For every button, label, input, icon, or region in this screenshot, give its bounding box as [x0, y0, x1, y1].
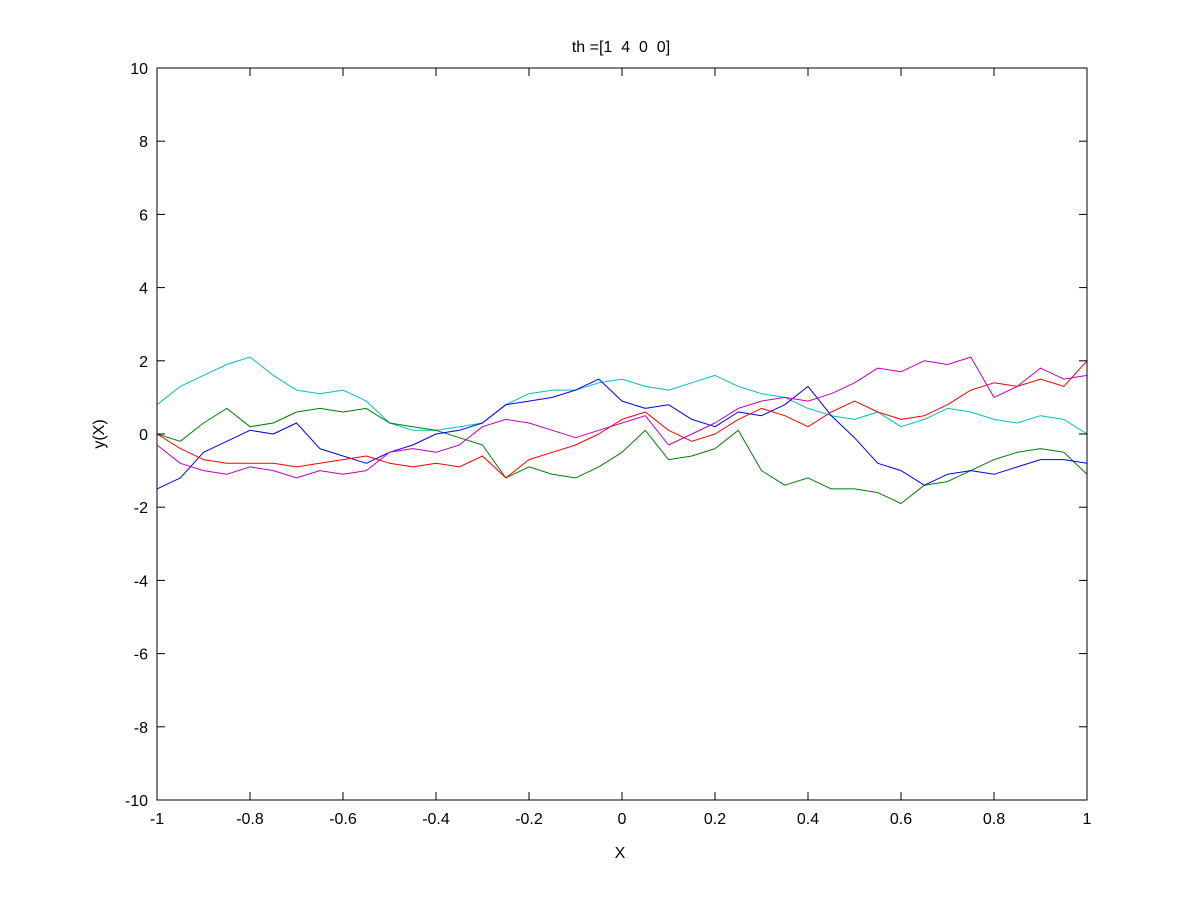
- y-tick-label: 4: [139, 281, 148, 298]
- y-tick-label: -4: [134, 573, 148, 590]
- chart-title: th =[1 4 0 0]: [572, 39, 670, 56]
- x-tick-label: 1: [1083, 811, 1092, 828]
- series-layer: [156, 356, 1088, 504]
- y-tick-label: 8: [139, 134, 148, 151]
- x-tick-label: 0.2: [704, 811, 726, 828]
- x-tick-label: -0.2: [515, 811, 543, 828]
- x-axis: -1 -0.8 -0.6 -0.4 -0.2 0 0.2 0.4 0.6 0.8 1: [150, 68, 1092, 828]
- series-line-5: [156, 356, 1088, 479]
- y-axis-label: y(X): [91, 419, 108, 448]
- y-axis: -10 -8 -6 -4 -2 0 2 4 6 8 10: [125, 61, 1087, 810]
- x-tick-label: -0.8: [236, 811, 264, 828]
- series-line-3: [156, 378, 1088, 490]
- y-tick-label: 6: [139, 207, 148, 224]
- series-line-1: [156, 356, 1088, 435]
- x-tick-label: -0.4: [422, 811, 450, 828]
- x-tick-label: 0.4: [797, 811, 819, 828]
- y-tick-label: -10: [125, 793, 148, 810]
- y-tick-label: 2: [139, 354, 148, 371]
- x-tick-label: -1: [150, 811, 164, 828]
- x-tick-label: 0.6: [890, 811, 912, 828]
- y-tick-label: 0: [139, 427, 148, 444]
- x-tick-label: 0.8: [983, 811, 1005, 828]
- x-tick-label: -0.6: [329, 811, 357, 828]
- y-tick-label: 10: [130, 61, 148, 78]
- series-line-4: [156, 360, 1088, 479]
- y-tick-label: -2: [134, 500, 148, 517]
- series-line-2: [156, 407, 1088, 504]
- x-axis-label: X: [615, 845, 626, 862]
- x-tick-label: 0: [618, 811, 627, 828]
- y-tick-label: -6: [134, 647, 148, 664]
- y-tick-label: -8: [134, 720, 148, 737]
